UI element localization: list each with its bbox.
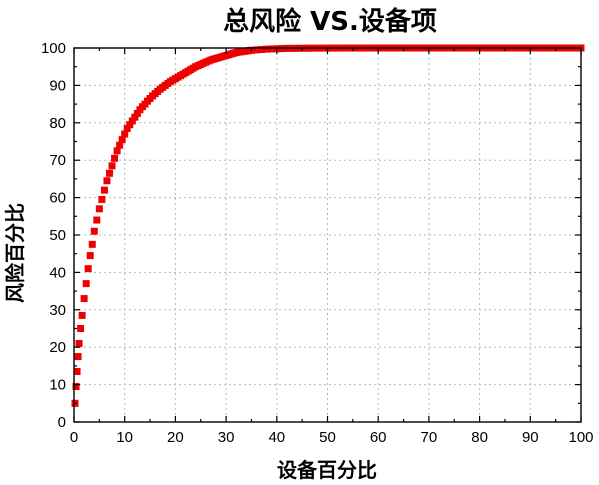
y-tick-label-40: 40 xyxy=(49,264,66,281)
y-tick-label-0: 0 xyxy=(58,414,66,431)
data-point xyxy=(98,195,106,203)
data-point xyxy=(74,353,82,361)
data-point xyxy=(128,117,136,125)
y-tick-label-90: 90 xyxy=(49,77,66,94)
data-point xyxy=(258,45,266,53)
x-axis-label: 设备百分比 xyxy=(277,458,377,482)
data-point xyxy=(73,368,81,376)
x-tick-label-90: 90 xyxy=(522,429,539,446)
data-point xyxy=(123,124,131,132)
chart-title: 总风险 VS.设备项 xyxy=(223,6,437,37)
y-axis-label: 风险百分比 xyxy=(3,203,27,303)
x-tick-label-60: 60 xyxy=(370,429,387,446)
data-point xyxy=(90,227,98,235)
data-point xyxy=(86,252,94,260)
data-point xyxy=(131,113,139,121)
x-tick-label-40: 40 xyxy=(268,429,285,446)
data-point xyxy=(105,169,113,177)
data-point xyxy=(113,147,121,155)
y-tick-label-30: 30 xyxy=(49,302,66,319)
x-tick-label-80: 80 xyxy=(471,429,488,446)
data-point xyxy=(77,325,85,332)
gridlines xyxy=(74,48,581,422)
data-point xyxy=(116,141,124,149)
data-point xyxy=(95,205,103,213)
data-point xyxy=(108,162,116,170)
data-point xyxy=(103,177,111,185)
data-point xyxy=(100,186,108,194)
y-tick-label-70: 70 xyxy=(49,152,66,169)
y-tick-label-10: 10 xyxy=(49,377,66,394)
data-point xyxy=(82,280,90,288)
data-point xyxy=(93,216,101,224)
y-tick-labels: 0 10 20 30 40 50 60 70 80 90 100 xyxy=(41,40,66,431)
y-tick-label-80: 80 xyxy=(49,115,66,132)
x-tick-label-100: 100 xyxy=(568,429,593,446)
data-point xyxy=(126,121,134,129)
data-point xyxy=(78,311,86,319)
data-point xyxy=(84,265,92,273)
x-tick-label-20: 20 xyxy=(167,429,184,446)
data-point xyxy=(268,45,276,53)
y-tick-label-50: 50 xyxy=(49,227,66,244)
data-point xyxy=(72,382,80,390)
x-tick-label-30: 30 xyxy=(218,429,235,446)
data-point xyxy=(133,109,141,117)
data-point xyxy=(118,136,126,144)
data-point xyxy=(88,240,96,248)
data-point xyxy=(75,339,83,347)
axis-ticks xyxy=(73,47,582,423)
y-tick-label-20: 20 xyxy=(49,339,66,356)
data-point xyxy=(111,154,119,162)
x-tick-label-70: 70 xyxy=(421,429,438,446)
data-point xyxy=(121,130,129,138)
x-tick-labels: 0 10 20 30 40 50 60 70 80 90 100 xyxy=(70,429,594,446)
y-tick-label-60: 60 xyxy=(49,190,66,207)
y-tick-label-100: 100 xyxy=(41,40,66,57)
data-point xyxy=(80,295,88,303)
x-tick-label-0: 0 xyxy=(70,429,78,446)
x-tick-label-10: 10 xyxy=(116,429,133,446)
x-tick-label-50: 50 xyxy=(319,429,336,446)
data-point xyxy=(253,46,261,54)
data-markers xyxy=(71,44,585,407)
data-point xyxy=(263,45,271,53)
